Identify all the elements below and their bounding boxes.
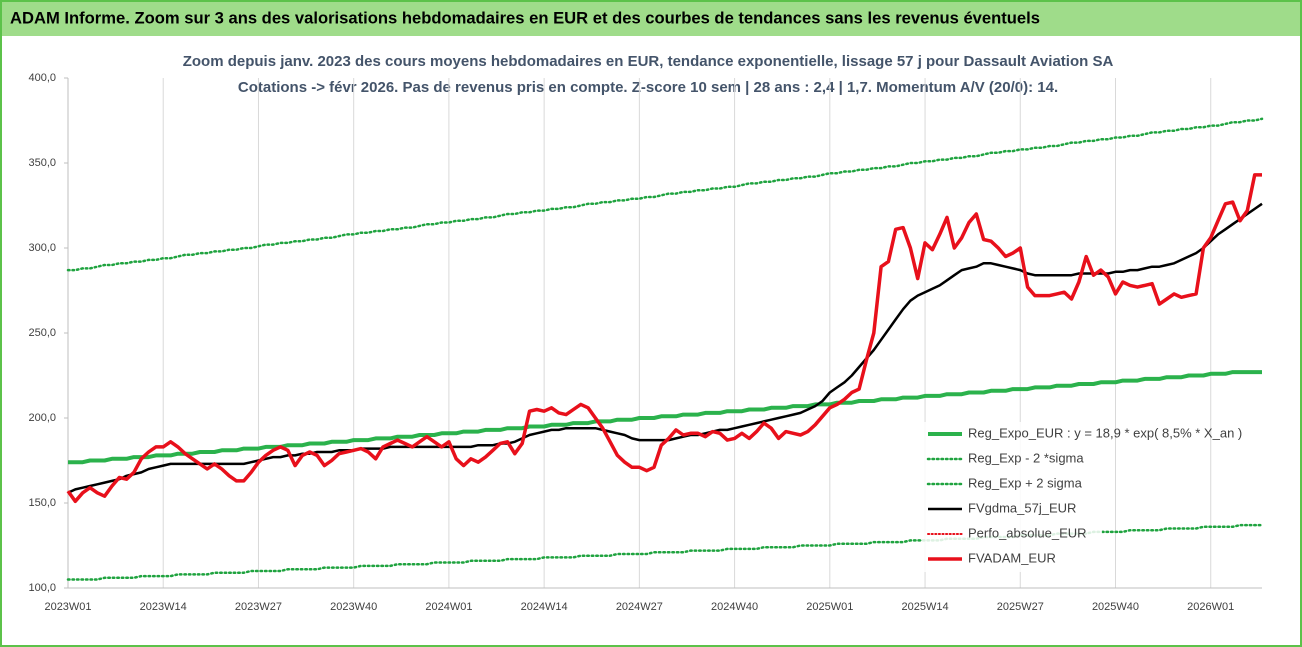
legend-label: Reg_Expo_EUR : y = 18,9 * exp( 8,5% * X_… [968,425,1242,440]
legend-label: FVgdma_57j_EUR [968,500,1076,515]
x-tick-label: 2026W01 [1187,601,1234,613]
x-tick-label: 2025W01 [806,601,853,613]
legend-label: Reg_Exp - 2 *sigma [968,450,1084,465]
x-tick-label: 2024W01 [425,601,472,613]
series-line [68,370,1262,465]
y-tick-label: 100,0 [28,582,56,594]
x-tick-label: 2023W40 [330,601,377,613]
x-tick-label: 2023W14 [140,601,187,613]
legend-box [922,422,1102,572]
x-tick-label: 2023W27 [235,601,282,613]
series-line [66,173,1262,504]
x-tick-label: 2025W40 [1092,601,1139,613]
y-tick-label: 150,0 [28,497,56,509]
y-tick-label: 200,0 [28,412,56,424]
page-title: ADAM Informe. Zoom sur 3 ans des valoris… [10,8,1040,27]
x-tick-label: 2025W27 [997,601,1044,613]
x-tick-label: 2024W27 [616,601,663,613]
legend-label: Perfo_absolue_EUR [968,525,1087,540]
x-tick-label: 2023W01 [44,601,91,613]
y-tick-label: 350,0 [28,157,56,169]
x-tick-label: 2025W14 [901,601,948,613]
chart-subtitle: Cotations -> févr 2026. Pas de revenus p… [238,79,1058,96]
legend-label: Reg_Exp + 2 sigma [968,475,1083,490]
header-band [2,2,1300,36]
y-tick-label: 300,0 [28,242,56,254]
y-tick-label: 400,0 [28,72,56,84]
x-tick-label: 2024W14 [521,601,568,613]
series-line [66,117,1264,272]
x-tick-label: 2024W40 [711,601,758,613]
legend-label: FVADAM_EUR [968,550,1056,565]
y-tick-label: 250,0 [28,327,56,339]
chart-title: Zoom depuis janv. 2023 des cours moyens … [183,53,1114,70]
